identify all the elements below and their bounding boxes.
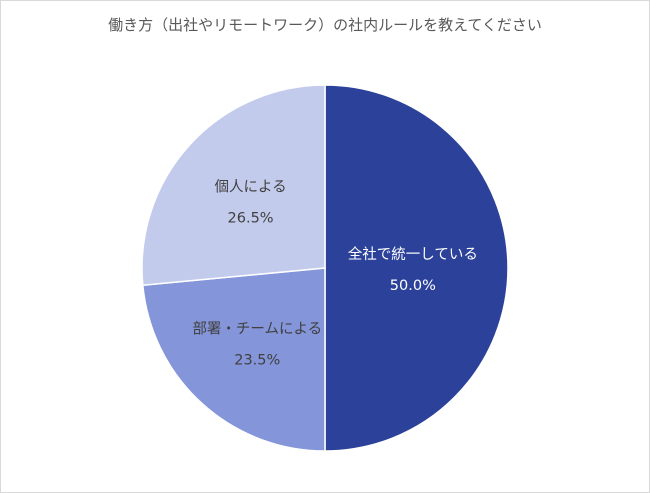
- pie-slices: [141, 84, 509, 452]
- pie-slice-0: [324, 84, 509, 452]
- slice-category-label-0: 全社で統一している: [348, 245, 478, 263]
- pie-slice-2: [141, 84, 326, 287]
- slice-category-label-2: 個人による: [215, 178, 287, 195]
- chart-title: 働き方（出社やリモートワーク）の社内ルールを教えてください: [108, 16, 542, 34]
- pie-slice-1: [141, 267, 326, 452]
- slice-value-label-2: 26.5%: [228, 210, 274, 226]
- slice-value-label-0: 50.0%: [390, 278, 436, 294]
- slice-value-label-1: 23.5%: [234, 352, 280, 368]
- pie-labels: 全社で統一している 50.0% 部署・チームによる 23.5% 個人による 26.5%: [192, 178, 477, 368]
- slice-category-label-1: 部署・チームによる: [192, 320, 322, 337]
